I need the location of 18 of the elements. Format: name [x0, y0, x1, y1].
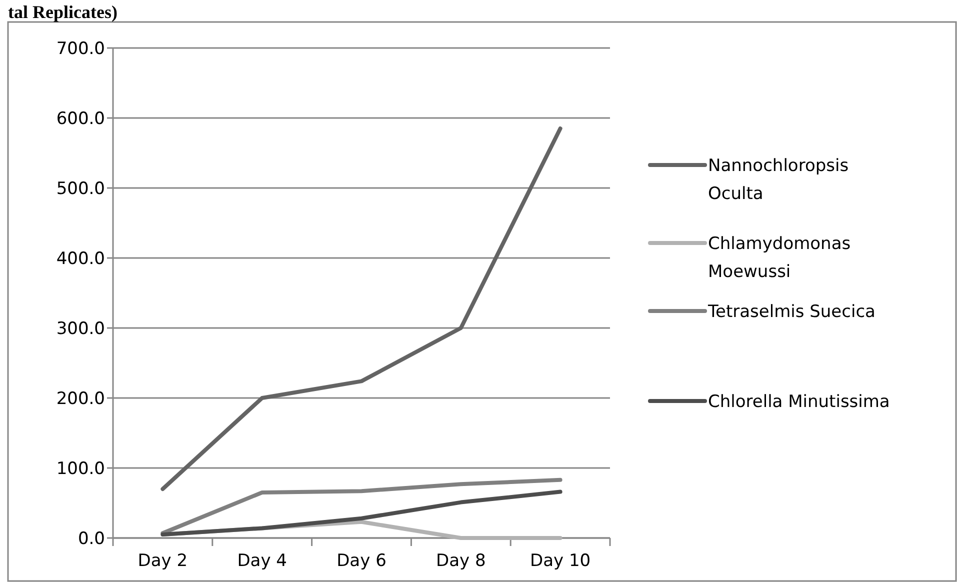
x-tick-label: Day 4 — [237, 551, 287, 571]
y-tick-label: 0.0 — [78, 528, 105, 549]
chart-title: tal Replicates) — [8, 2, 118, 22]
x-tick-label: Day 10 — [530, 551, 591, 571]
y-tick-label: 600.0 — [56, 108, 105, 129]
legend-label: Chlamydomonas Moewussi — [708, 234, 851, 282]
y-tick-label: 200.0 — [56, 388, 105, 409]
y-tick-label: 100.0 — [56, 458, 105, 479]
y-tick-label: 400.0 — [56, 248, 105, 269]
legend-label: Nannochloropsis Oculta — [708, 156, 849, 204]
y-tick-label: 300.0 — [56, 318, 105, 339]
x-tick-label: Day 2 — [138, 551, 188, 571]
legend-label: Chlorella Minutissima — [708, 392, 890, 412]
x-tick-label: Day 6 — [336, 551, 386, 571]
y-tick-label: 700.0 — [56, 38, 105, 59]
y-tick-label: 500.0 — [56, 178, 105, 199]
x-tick-label: Day 8 — [436, 551, 486, 571]
legend-label: Tetraselmis Suecica — [707, 302, 876, 322]
